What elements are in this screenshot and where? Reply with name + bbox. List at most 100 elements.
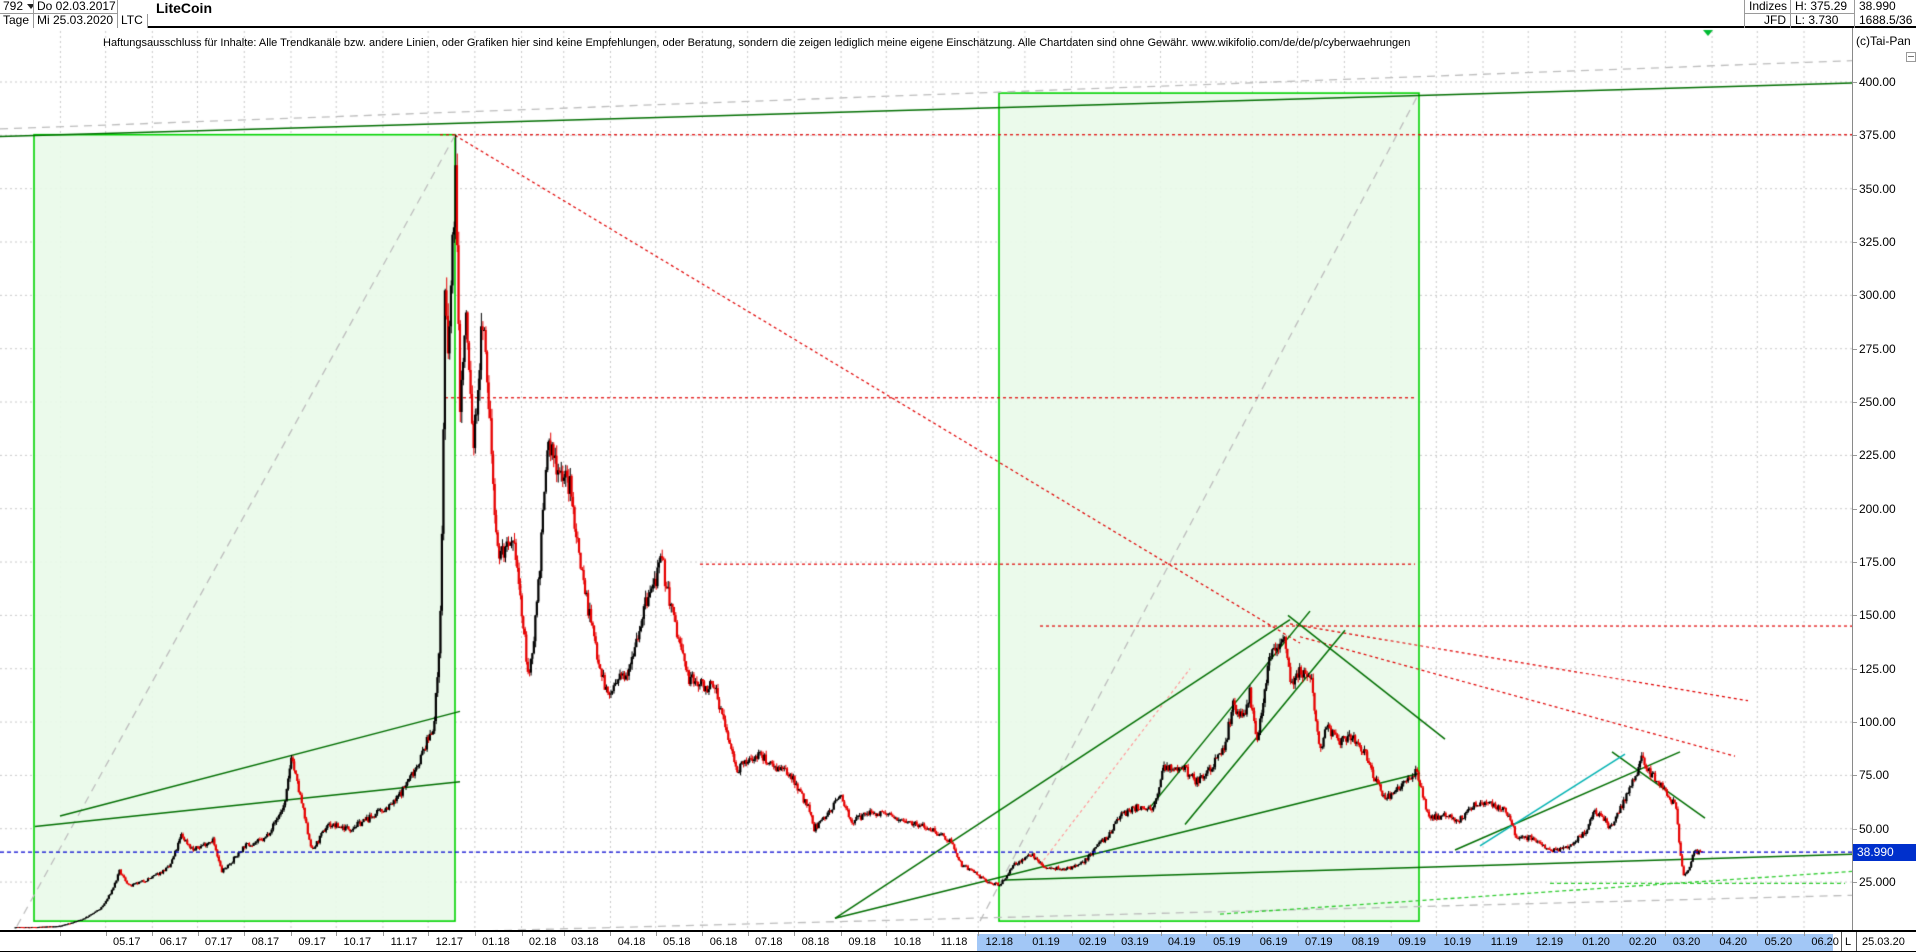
time-axis-label: 06.19 xyxy=(1259,936,1288,948)
time-axis-tick xyxy=(978,932,980,936)
time-axis-tick xyxy=(702,932,704,936)
time-axis-label: 06.18 xyxy=(709,936,738,948)
price-axis-label: 275.00 xyxy=(1859,341,1896,356)
time-axis-tick xyxy=(1621,932,1623,936)
time-axis-tick xyxy=(1205,932,1207,936)
chart-plot-area[interactable]: Haftungsausschluss für Inhalte: Alle Tre… xyxy=(0,28,1852,930)
time-axis-label: 09.19 xyxy=(1398,936,1426,948)
time-axis-label: 03.20 xyxy=(1672,936,1701,948)
time-axis-tick xyxy=(428,932,430,936)
period-dropdown[interactable]: Tage xyxy=(0,14,34,28)
time-axis-tick xyxy=(152,932,154,936)
instrument-title: LiteCoin xyxy=(156,0,212,16)
time-axis-label: 07.17 xyxy=(204,936,233,948)
bars-count-dropdown[interactable]: 792 xyxy=(0,0,34,14)
time-axis-tick xyxy=(563,932,565,936)
time-axis-label: 07.19 xyxy=(1305,936,1333,948)
price-axis-label: 375.00 xyxy=(1859,128,1896,143)
time-axis-tick xyxy=(244,932,246,936)
axis-end-date: 25.03.20 xyxy=(1862,936,1905,948)
extra-info-value: 1688.5/36 xyxy=(1854,14,1916,28)
price-axis-label: 175.00 xyxy=(1859,555,1896,570)
chevron-down-icon xyxy=(27,4,33,9)
time-axis-label: 11.18 xyxy=(940,936,968,948)
time-axis-tick xyxy=(1436,932,1438,936)
time-axis-tick xyxy=(521,932,523,936)
time-axis-label: 08.17 xyxy=(251,936,280,948)
time-axis-tick xyxy=(1483,932,1485,936)
time-axis-highlight xyxy=(977,934,1833,951)
time-axis-tick xyxy=(655,932,657,936)
time-axis-tick xyxy=(1071,932,1073,936)
time-axis-tick xyxy=(474,932,476,936)
time-axis-label: 12.19 xyxy=(1535,936,1564,948)
time-axis-label: 04.19 xyxy=(1167,936,1196,948)
price-axis-label: 50.00 xyxy=(1859,821,1890,836)
date-to: Mi 25.03.2020 xyxy=(34,14,118,28)
time-axis-label: 08.19 xyxy=(1351,936,1380,948)
time-axis[interactable]: L 25.03.20 05.17 06.17 07.17 08.17 09.17 10.1… xyxy=(0,930,1916,952)
price-axis-tick xyxy=(1853,455,1857,457)
price-axis-tick xyxy=(1853,135,1857,137)
time-axis-tick xyxy=(1113,932,1115,936)
time-axis-tick xyxy=(1528,932,1530,936)
time-axis-label: 06.17 xyxy=(159,936,188,948)
price-axis-label: 400.00 xyxy=(1859,75,1896,89)
price-axis-tick xyxy=(1853,562,1857,564)
price-axis-label: 300.00 xyxy=(1859,288,1896,303)
time-axis-tick xyxy=(1665,932,1667,936)
price-axis-tick xyxy=(1853,882,1857,884)
time-axis-label: 03.19 xyxy=(1121,936,1149,948)
time-axis-label: 04.18 xyxy=(617,936,646,948)
low-value: L: 3.730 xyxy=(1790,14,1854,28)
last-price-badge: 38.990 xyxy=(1853,844,1916,862)
price-axis-tick xyxy=(1853,722,1857,724)
time-axis-label: 12.18 xyxy=(985,936,1014,948)
price-axis-label: 25.000 xyxy=(1859,875,1896,890)
price-axis-tick xyxy=(1853,348,1857,350)
time-axis-tick xyxy=(1574,932,1576,936)
time-axis-label: 01.19 xyxy=(1032,936,1060,948)
chart-header: 792 Do 02.03.2017 Tage Mi 25.03.2020 LTC… xyxy=(0,0,1916,28)
price-axis-label: 325.00 xyxy=(1859,235,1896,249)
time-axis-label: 11.19 xyxy=(1490,936,1518,948)
time-axis-label: 07.18 xyxy=(754,936,783,948)
time-axis-tick xyxy=(105,932,107,936)
price-axis-label: 225.00 xyxy=(1859,448,1896,463)
time-axis-label: 08.18 xyxy=(801,936,830,948)
time-axis-tick xyxy=(1344,932,1346,936)
price-axis-label: 250.00 xyxy=(1859,395,1896,410)
price-axis-tick xyxy=(1853,668,1857,670)
time-axis-tick xyxy=(1804,932,1806,936)
axis-end-cell: L xyxy=(1845,936,1852,948)
minimize-icon[interactable] xyxy=(1906,52,1916,62)
date-from: Do 02.03.2017 xyxy=(34,0,118,14)
price-axis-tick xyxy=(1853,402,1857,404)
price-axis-tick xyxy=(1853,828,1857,830)
disclaimer-text: Haftungsausschluss für Inhalte: Alle Tre… xyxy=(103,37,1411,49)
price-axis[interactable]: (c)Tai-Pan 38.990 400.00 375.00 350.00 325.… xyxy=(1852,28,1916,930)
axis-end-separator xyxy=(1856,932,1857,951)
time-axis-tick xyxy=(1391,932,1393,936)
time-axis-label: 05.18 xyxy=(663,936,691,948)
price-chart-canvas[interactable] xyxy=(0,28,1852,930)
last-price-value: 38.990 xyxy=(1854,0,1916,14)
time-axis-tick xyxy=(886,932,888,936)
time-axis-label: 10.17 xyxy=(343,936,372,948)
price-axis-tick xyxy=(1853,295,1857,297)
time-axis-tick xyxy=(747,932,749,936)
time-axis-tick xyxy=(382,932,384,936)
time-axis-label: 03.18 xyxy=(571,936,599,948)
time-axis-tick xyxy=(1712,932,1714,936)
time-axis-label: 05.20 xyxy=(1764,936,1793,948)
time-axis-tick xyxy=(932,932,934,936)
time-axis-label: 10.19 xyxy=(1443,936,1472,948)
time-axis-label: 10.18 xyxy=(893,936,922,948)
price-axis-label: 200.00 xyxy=(1859,501,1896,516)
time-axis-label: 02.19 xyxy=(1078,936,1107,948)
high-value: H: 375.29 xyxy=(1790,0,1854,14)
price-axis-tick xyxy=(1853,188,1857,190)
provider-cell: JFD xyxy=(1744,14,1790,28)
price-axis-label: 75.00 xyxy=(1859,768,1890,783)
